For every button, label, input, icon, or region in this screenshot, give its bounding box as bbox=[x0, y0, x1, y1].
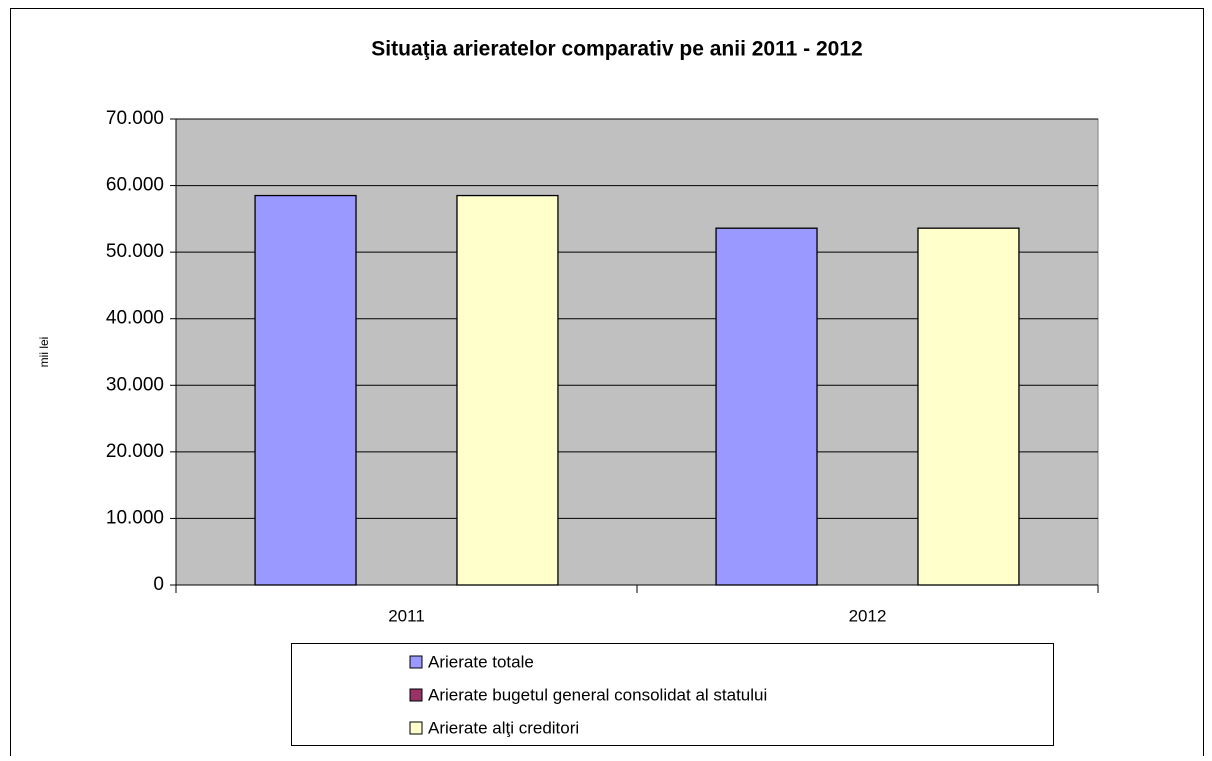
y-axis-label: mii lei bbox=[37, 337, 51, 368]
bar bbox=[254, 194, 357, 586]
bar bbox=[715, 227, 818, 586]
legend-swatch bbox=[409, 688, 423, 702]
y-tick-label: 70.000 bbox=[106, 108, 164, 129]
legend-swatch bbox=[409, 655, 423, 669]
y-tick-label: 30.000 bbox=[106, 374, 164, 395]
legend-label: Arierate totale bbox=[428, 652, 534, 671]
legend-swatch bbox=[409, 721, 423, 735]
y-tick-label: 50.000 bbox=[106, 241, 164, 262]
y-tick-label: 20.000 bbox=[106, 441, 164, 462]
y-tick-label: 40.000 bbox=[106, 308, 164, 329]
legend-label: Arierate bugetul general consolidat al s… bbox=[428, 685, 767, 704]
x-tick-label: 2011 bbox=[388, 606, 425, 625]
y-tick-label: 60.000 bbox=[106, 175, 164, 196]
x-tick-label: 2012 bbox=[849, 606, 887, 625]
bar bbox=[456, 194, 559, 586]
bar bbox=[917, 227, 1020, 586]
y-tick-label: 10.000 bbox=[106, 507, 164, 528]
y-tick-label: 0 bbox=[153, 574, 164, 595]
legend-label: Arierate alţi creditori bbox=[428, 718, 579, 737]
chart-title: Situaţia arieratelor comparativ pe anii … bbox=[371, 38, 862, 61]
